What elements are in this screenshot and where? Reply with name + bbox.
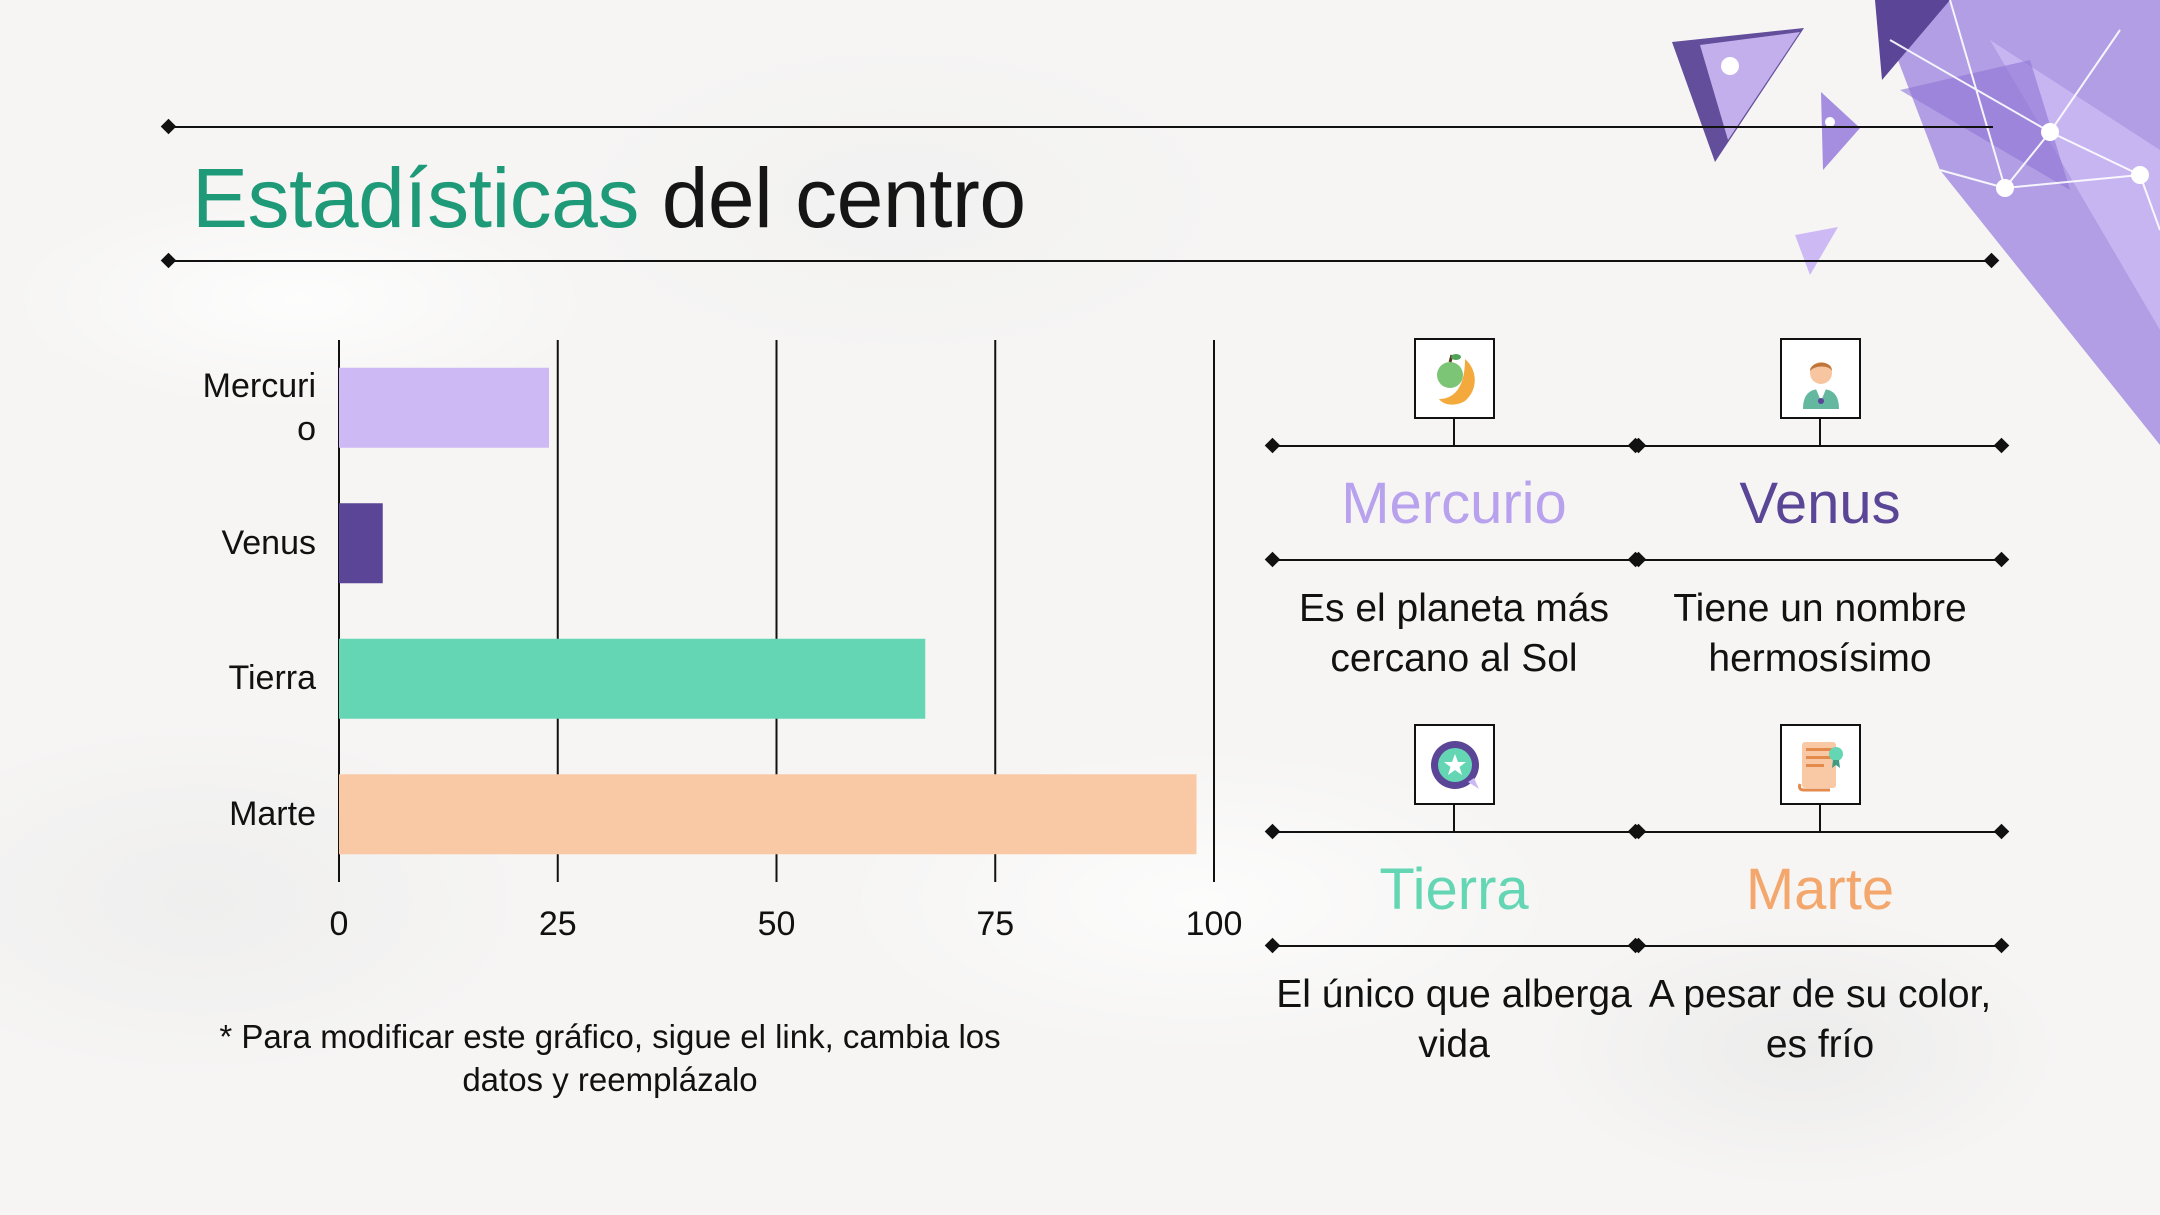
- panel-rule: [1637, 945, 2003, 947]
- planet-description: Tiene un nombre hermosísimo: [1673, 587, 1967, 680]
- x-tick-label: 50: [757, 905, 796, 943]
- planet-name: Venus: [1739, 471, 1901, 536]
- x-tick-label: 0: [329, 905, 349, 943]
- icon-stem: [1453, 805, 1455, 831]
- category-label: Venus: [221, 523, 316, 562]
- title-bottom-rule: [168, 260, 1993, 262]
- category-label: Marte: [229, 794, 316, 833]
- panel-rule: [1271, 559, 1637, 561]
- panel-rule: [1271, 945, 1637, 947]
- badge-sticker-icon: [1414, 724, 1495, 805]
- planet-description: El único que alberga vida: [1276, 973, 1632, 1066]
- panel-rule: [1271, 831, 1637, 833]
- planet-description: Es el planeta más cercano al Sol: [1298, 587, 1609, 680]
- planet-name: Mercurio: [1341, 471, 1567, 536]
- bar-1: [339, 503, 383, 584]
- icon-stem: [1819, 805, 1821, 831]
- category-label: Tierra: [228, 659, 316, 698]
- page-title: Estadísticas del centro: [192, 150, 1026, 246]
- bar-0: [339, 367, 549, 448]
- category-label: Mercuri o: [202, 366, 316, 448]
- x-tick-label: 100: [1185, 905, 1243, 943]
- panel-rule: [1637, 445, 2003, 447]
- icon-stem: [1819, 419, 1821, 445]
- x-tick-label: 25: [538, 905, 577, 943]
- bar-2: [339, 638, 926, 719]
- planet-name: Marte: [1745, 857, 1895, 922]
- title-rest: del centro: [661, 151, 1026, 245]
- bar-3: [339, 774, 1197, 855]
- panel-rule: [1637, 559, 2003, 561]
- person-icon: [1780, 338, 1861, 419]
- chart-note: * Para modificar este gráfico, sigue el …: [219, 1018, 1001, 1098]
- title-top-rule: [168, 126, 1993, 128]
- certificate-scroll-icon: [1780, 724, 1861, 805]
- planet-name: Tierra: [1379, 857, 1529, 922]
- icon-stem: [1453, 419, 1455, 445]
- fruit-icon: [1414, 338, 1495, 419]
- decorative-triangles: [1672, 0, 2160, 445]
- x-tick-label: 75: [976, 905, 1015, 943]
- planet-description: A pesar de su color, es frío: [1648, 973, 1992, 1066]
- title-accent: Estadísticas: [192, 151, 639, 245]
- panel-rule: [1637, 831, 2003, 833]
- panel-rule: [1271, 445, 1637, 447]
